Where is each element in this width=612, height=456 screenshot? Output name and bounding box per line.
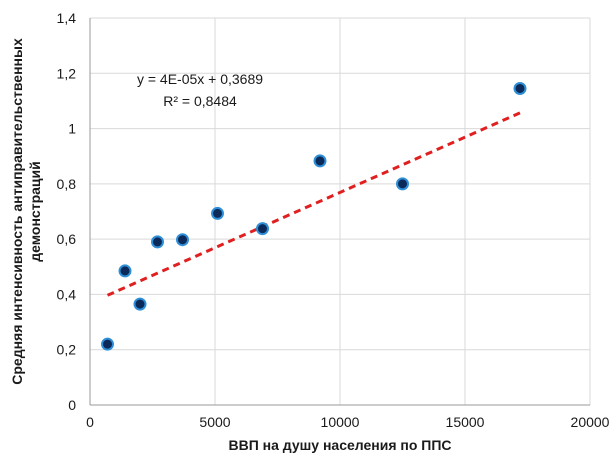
trendline-equation: y = 4E-05x + 0,3689 xyxy=(137,71,263,87)
trendline-r-squared: R² = 0,8484 xyxy=(163,93,237,109)
trendline xyxy=(106,111,521,297)
x-axis-title: ВВП на душу населения по ППС xyxy=(228,437,451,453)
data-point xyxy=(151,235,164,249)
y-tick-label: 0,4 xyxy=(57,286,77,302)
data-point xyxy=(176,233,189,247)
y-tick-labels: 0 0,2 0,4 0,6 0,8 1 1,2 1,4 xyxy=(57,10,77,413)
x-tick-label: 5000 xyxy=(199,414,230,430)
y-tick-label: 1 xyxy=(68,121,76,137)
y-tick-label: 0 xyxy=(68,397,76,413)
y-tick-label: 0,2 xyxy=(57,342,77,358)
data-point xyxy=(513,81,527,95)
data-point xyxy=(101,337,114,351)
data-point xyxy=(396,177,409,191)
grid-lines xyxy=(90,17,591,405)
y-tick-label: 1,2 xyxy=(57,65,77,81)
y-axis-title-line-1: Средняя интенсивность антиправительствен… xyxy=(9,38,25,385)
data-points xyxy=(101,81,527,351)
x-tick-label: 15000 xyxy=(446,414,485,430)
data-point xyxy=(313,154,327,168)
y-tick-label: 1,4 xyxy=(57,10,77,26)
data-point xyxy=(133,297,147,311)
data-point xyxy=(118,264,132,278)
y-axis-title-line-2: демонстраций xyxy=(27,161,43,261)
x-tick-labels: 0 5000 10000 15000 20000 xyxy=(86,414,610,430)
x-tick-label: 20000 xyxy=(571,414,610,430)
data-point xyxy=(211,206,224,220)
y-tick-label: 0,8 xyxy=(57,176,77,192)
x-tick-label: 0 xyxy=(86,414,94,430)
y-tick-label: 0,6 xyxy=(57,231,77,247)
x-tick-label: 10000 xyxy=(321,414,360,430)
axes xyxy=(89,18,590,406)
data-point xyxy=(256,222,269,236)
